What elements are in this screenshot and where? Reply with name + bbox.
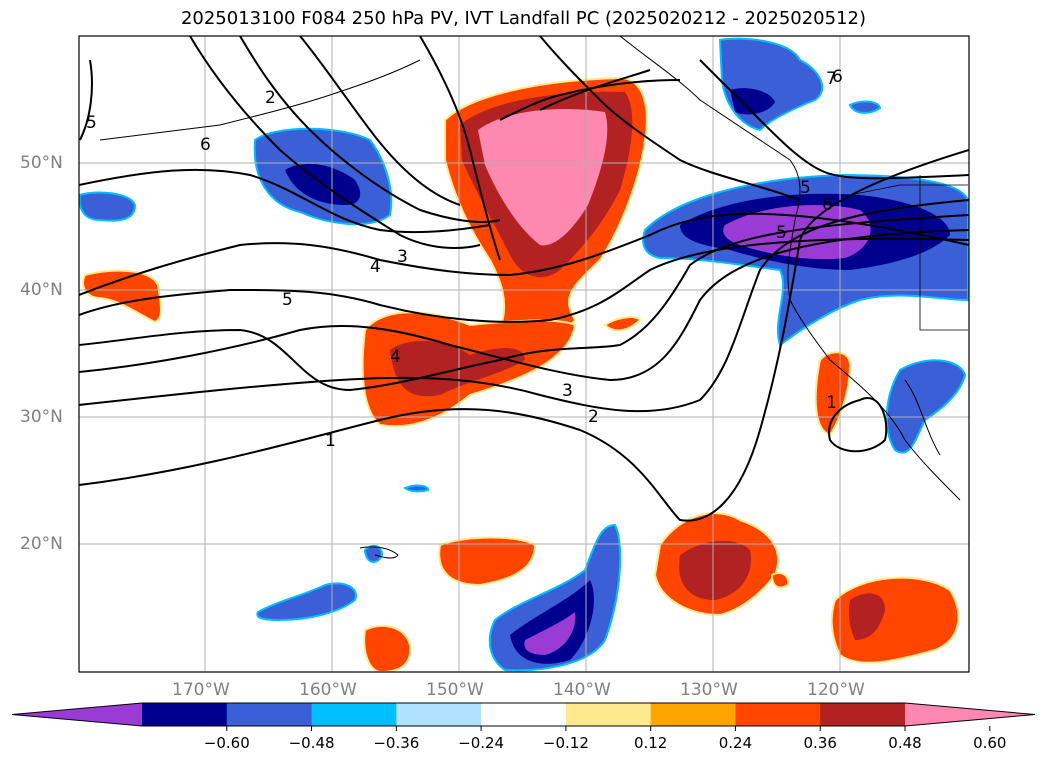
lat-label-50: 50°N xyxy=(20,153,63,173)
pos-anomaly-north-peak xyxy=(478,109,608,246)
pos-patch-west xyxy=(82,269,162,324)
colorbar-tick-label: −0.12 xyxy=(542,734,589,752)
coastlines xyxy=(99,36,968,559)
lon-label-150w: 150°W xyxy=(426,680,484,700)
contour-label-9: 5 xyxy=(776,223,787,243)
contour-label-1: 1 xyxy=(325,431,336,451)
neg-anomaly-hawaii-west xyxy=(256,582,357,622)
contour-label-16: 7 xyxy=(826,69,837,89)
contour-label-14: 2 xyxy=(265,88,276,108)
colorbar-extend-high xyxy=(905,703,1035,726)
colorbar-segment xyxy=(481,703,567,726)
colorbar-segment xyxy=(565,703,652,726)
lat-label-30: 30°N xyxy=(20,407,63,427)
lat-label-40: 40°N xyxy=(20,280,63,300)
contour-label-12: 5 xyxy=(86,113,97,133)
colorbar-extend-low xyxy=(12,703,142,726)
pos-patch-south1 xyxy=(438,536,537,587)
contour-label-6: 6 xyxy=(200,135,211,155)
colorbar-tick-label: −0.36 xyxy=(373,734,420,752)
colorbar-segment xyxy=(142,703,228,726)
contour-label-8: 4 xyxy=(370,257,381,277)
pos-patch-mid xyxy=(603,316,642,332)
map-title: 2025013100 F084 250 hPa PV, IVT Landfall… xyxy=(180,8,867,29)
lon-label-130w: 130°W xyxy=(680,680,738,700)
contour-label-13: 6 xyxy=(832,67,843,87)
lon-label-140w: 140°W xyxy=(553,680,611,700)
contour-labels: 1 2 3 4 5 6 3 4 5 6 1 5 6 2 5 7 xyxy=(86,67,843,451)
neg-anomaly-se-coast xyxy=(885,359,967,454)
colorbar-segment xyxy=(650,703,736,726)
colorbar-tick-label: −0.60 xyxy=(203,734,250,752)
colorbar xyxy=(11,702,1036,731)
pv-shading xyxy=(79,37,969,672)
contour-label-3: 3 xyxy=(562,381,573,401)
neg-anomaly-south-peak xyxy=(524,612,576,655)
contour-label-5: 5 xyxy=(282,290,293,310)
pos-patch-south2-core xyxy=(679,540,751,600)
neg-anomaly-small1 xyxy=(363,544,384,563)
colorbar-tick-label: 0.48 xyxy=(888,734,922,752)
contour-label-7: 3 xyxy=(397,247,408,267)
contour-label-10: 6 xyxy=(822,195,833,215)
lon-label-170w: 170°W xyxy=(172,680,230,700)
neg-anomaly-small2 xyxy=(848,100,882,114)
colorbar-tick-label: −0.48 xyxy=(288,734,335,752)
colorbar-tick-label: 0.36 xyxy=(803,734,837,752)
contour-label-15: 5 xyxy=(800,178,811,198)
neg-anomaly-east-peak xyxy=(723,205,871,260)
colorbar-outline xyxy=(11,702,1036,727)
colorbar-tick-label: 0.60 xyxy=(973,734,1007,752)
colorbar-segment xyxy=(735,703,821,726)
colorbar-segment xyxy=(226,703,313,726)
neg-anomaly-ne xyxy=(718,37,824,132)
colorbar-tick-label: −0.24 xyxy=(458,734,505,752)
contour-label-11: 1 xyxy=(826,393,837,413)
colorbar-segment xyxy=(311,703,397,726)
colorbar-segment xyxy=(396,703,482,726)
colorbar-tick-label: 0.24 xyxy=(718,734,753,752)
colorbar-segment xyxy=(820,703,906,726)
lon-label-160w: 160°W xyxy=(299,680,357,700)
pos-patch-small xyxy=(770,572,790,589)
colorbar-tick-label: 0.12 xyxy=(633,734,668,752)
contour-label-2: 2 xyxy=(588,407,599,427)
neg-anomaly-west xyxy=(79,191,137,222)
pos-patch-se-core xyxy=(848,593,885,640)
neg-anomaly-ne-core xyxy=(730,88,775,115)
lon-label-120w: 120°W xyxy=(807,680,865,700)
contour-label-4: 4 xyxy=(390,347,401,367)
map-frame xyxy=(78,35,970,673)
lat-label-20: 20°N xyxy=(20,534,63,554)
pos-patch-coast xyxy=(814,351,852,437)
pos-patch-bottom xyxy=(363,624,412,672)
pv-contours xyxy=(79,36,969,522)
neg-anomaly-small3 xyxy=(403,484,430,493)
